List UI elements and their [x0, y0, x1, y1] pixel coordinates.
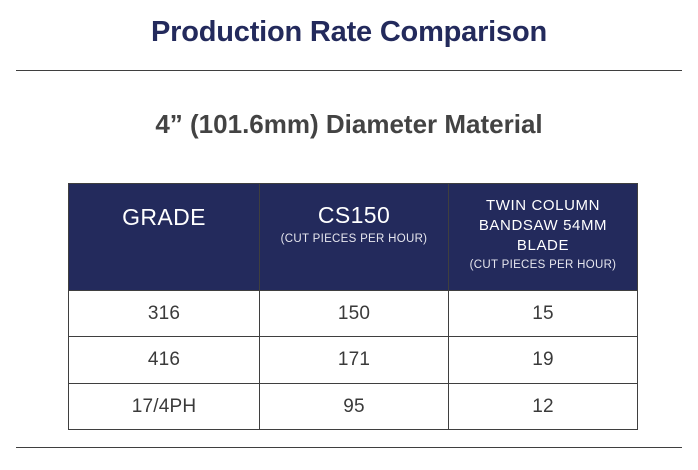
page-subtitle: 4” (101.6mm) Diameter Material [155, 109, 543, 139]
table-header-row: GRADE CS150 (CUT PIECES PER HOUR) TWIN C… [68, 183, 638, 291]
cell-bandsaw: 15 [448, 290, 638, 337]
table-body: 316 150 15 416 171 19 17/4PH 95 12 [68, 290, 638, 430]
table-row: 17/4PH 95 12 [68, 383, 638, 430]
table-row: 316 150 15 [68, 290, 638, 337]
column-header-bandsaw-label: TWIN COLUMN BANDSAW 54MM BLADE [478, 197, 608, 254]
column-header-grade: GRADE [68, 183, 260, 291]
cell-cs150: 150 [259, 290, 449, 337]
page-title: Production Rate Comparison [151, 16, 547, 48]
table-row: 416 171 19 [68, 336, 638, 384]
column-header-cs150-label: CS150 [317, 202, 391, 228]
cell-cs150: 95 [259, 383, 449, 430]
column-header-grade-label: GRADE [122, 204, 206, 230]
table-header: GRADE CS150 (CUT PIECES PER HOUR) TWIN C… [68, 183, 638, 291]
production-rate-table: GRADE CS150 (CUT PIECES PER HOUR) TWIN C… [68, 183, 638, 430]
divider-bottom [16, 447, 682, 448]
cell-bandsaw: 19 [448, 336, 638, 384]
divider-top [16, 70, 682, 71]
comparison-table-container: GRADE CS150 (CUT PIECES PER HOUR) TWIN C… [68, 183, 638, 430]
column-header-bandsaw-unit: (CUT PIECES PER HOUR) [469, 259, 617, 271]
column-header-bandsaw: TWIN COLUMN BANDSAW 54MM BLADE (CUT PIEC… [448, 183, 638, 291]
column-header-cs150: CS150 (CUT PIECES PER HOUR) [259, 183, 449, 291]
cell-bandsaw: 12 [448, 383, 638, 430]
cell-grade: 316 [68, 290, 260, 337]
cell-grade: 17/4PH [68, 383, 260, 430]
column-header-cs150-unit: (CUT PIECES PER HOUR) [280, 233, 428, 245]
cell-cs150: 171 [259, 336, 449, 384]
cell-grade: 416 [68, 336, 260, 384]
